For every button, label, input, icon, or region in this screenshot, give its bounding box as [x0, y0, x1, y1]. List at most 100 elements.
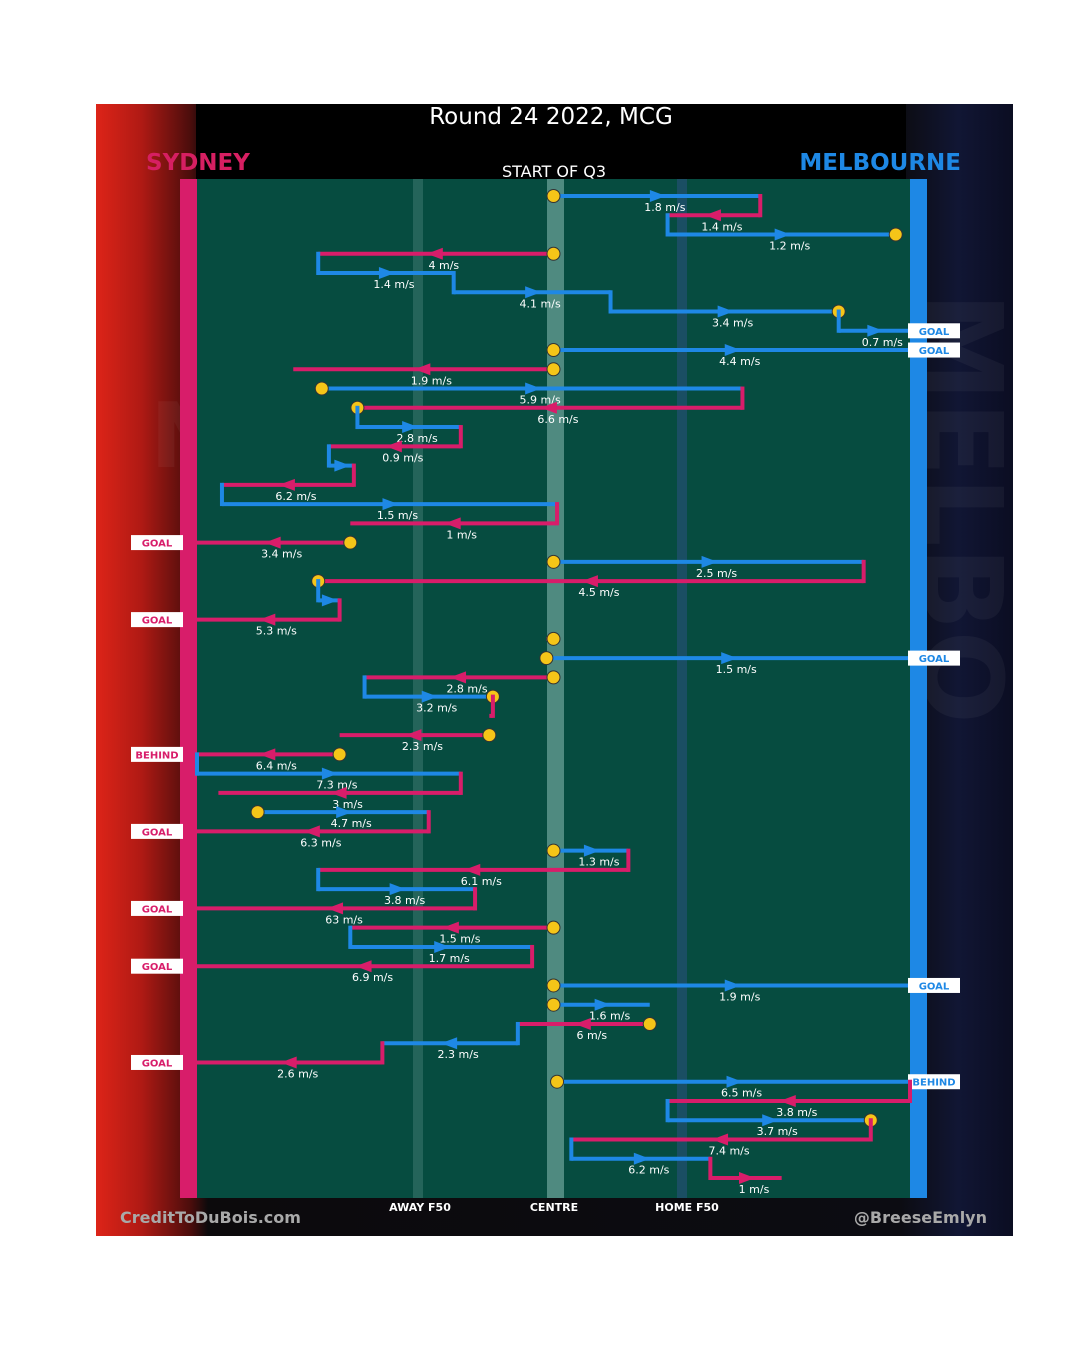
chain-node: [546, 978, 561, 993]
outcome-tag: [131, 612, 183, 628]
chain-node: [642, 1016, 657, 1031]
chain-node: [546, 189, 561, 203]
speed-label: 1.8 m/s: [644, 201, 685, 214]
direction-arrow: [280, 1056, 297, 1069]
outcome-tag-label: GOAL: [919, 346, 950, 357]
speed-label: 1.4 m/s: [701, 220, 742, 233]
speed-label: 7.4 m/s: [708, 1144, 749, 1157]
speed-label: 2.6 m/s: [277, 1067, 318, 1080]
outcome-tag: [131, 1054, 183, 1070]
direction-arrow: [450, 671, 467, 684]
direction-arrow: [355, 960, 372, 973]
home-goal-line: [180, 179, 197, 1198]
speed-label: 1.4 m/s: [373, 278, 414, 291]
speed-label: 1.6 m/s: [589, 1010, 630, 1023]
axis-label-home-f50: HOME F50: [655, 1201, 719, 1214]
direction-arrow: [389, 883, 406, 896]
speed-label: 3.4 m/s: [712, 317, 753, 330]
outcome-tag-label: GOAL: [142, 962, 173, 973]
axis-label-centre: CENTRE: [529, 1201, 579, 1214]
direction-arrow: [583, 844, 600, 857]
away-goal-line: [910, 179, 927, 1198]
outcome-tag-label: GOAL: [919, 654, 950, 665]
speed-label: 1.3 m/s: [578, 856, 619, 869]
axis-label-away-f50: AWAY F50: [389, 1201, 451, 1214]
chain-chart: 1.8 m/s 1.4 m/s 1.2 m/s 4 m/s 1.4 m/s 4.1 m/s…: [131, 189, 960, 1196]
direction-arrow: [442, 921, 459, 934]
outcome-tag-label: GOAL: [142, 616, 173, 627]
direction-arrow: [721, 652, 738, 665]
outcome-tag-label: BEHIND: [135, 750, 178, 761]
outcome-tag-label: GOAL: [142, 904, 173, 915]
speed-label: 6.2 m/s: [628, 1164, 669, 1177]
direction-arrow: [405, 729, 422, 742]
direction-arrow: [382, 498, 399, 511]
outcome-tag-label: GOAL: [142, 1058, 173, 1069]
direction-arrow: [574, 1017, 591, 1030]
speed-label: 5.3 m/s: [256, 625, 297, 638]
speed-label: 2.5 m/s: [696, 567, 737, 580]
home-team-name: SYDNEY: [146, 150, 250, 176]
direction-arrow: [434, 940, 451, 953]
credit-left: CreditToDuBois.com: [120, 1208, 301, 1227]
direction-arrow: [762, 1114, 779, 1127]
direction-arrow: [633, 1152, 650, 1165]
direction-arrow: [441, 1037, 458, 1050]
direction-arrow: [330, 786, 347, 799]
direction-arrow: [726, 1075, 743, 1088]
direction-arrow: [717, 305, 734, 318]
outcome-tag: [908, 1074, 960, 1090]
away-team-name: MELBOURNE: [799, 150, 961, 176]
speed-label: 1.9 m/s: [411, 374, 452, 387]
outcome-tag: [131, 958, 183, 974]
outcome-tag: [908, 650, 960, 666]
speed-label: 2.3 m/s: [402, 740, 443, 753]
chain-node: [482, 728, 497, 743]
direction-arrow: [712, 1133, 729, 1146]
speed-label: 4.5 m/s: [578, 586, 619, 599]
speed-label: 2.8 m/s: [446, 682, 487, 695]
direction-arrow: [421, 690, 438, 703]
speed-label: 6.6 m/s: [537, 413, 578, 426]
home-f50-band: [677, 179, 687, 1198]
direction-arrow: [321, 767, 338, 780]
direction-arrow: [278, 478, 295, 491]
direction-arrow: [426, 247, 443, 260]
direction-arrow: [724, 979, 741, 992]
speed-label: 3.8 m/s: [384, 894, 425, 907]
outcome-tag-label: BEHIND: [912, 1078, 955, 1089]
speed-label: 6.2 m/s: [275, 490, 316, 503]
direction-arrow: [414, 363, 431, 376]
direction-arrow: [464, 863, 481, 876]
speed-label: 1 m/s: [446, 528, 477, 541]
outcome-tag-label: GOAL: [142, 539, 173, 550]
outcome-tag: [131, 535, 183, 551]
direction-arrow: [336, 806, 353, 819]
chain-node: [546, 343, 561, 358]
speed-label: 5.9 m/s: [520, 394, 561, 407]
speed-label: 1 m/s: [739, 1183, 770, 1196]
direction-arrow: [321, 594, 338, 607]
direction-arrow: [774, 228, 791, 241]
chain-node: [888, 227, 903, 242]
chain-node: [546, 843, 561, 858]
direction-arrow: [385, 440, 402, 453]
speed-label: 6.4 m/s: [256, 759, 297, 772]
chain-node: [314, 381, 329, 396]
outcome-tag: [908, 323, 960, 339]
outcome-tag: [131, 900, 183, 916]
speed-label: 1.5 m/s: [716, 663, 757, 676]
speed-label: 4.1 m/s: [520, 297, 561, 310]
speed-label: 3.8 m/s: [776, 1106, 817, 1119]
direction-arrow: [649, 190, 666, 202]
direction-arrow: [259, 748, 276, 761]
direction-arrow: [724, 344, 741, 357]
outcome-tag: [908, 342, 960, 358]
chain-node: [343, 535, 358, 550]
direction-arrow: [739, 1172, 756, 1184]
speed-label: 0.7 m/s: [862, 336, 903, 349]
speed-label: 63 m/s: [325, 913, 363, 926]
speed-label: 1.2 m/s: [769, 240, 810, 253]
outcome-tag: [908, 977, 960, 993]
outcome-tag-label: GOAL: [919, 981, 950, 992]
